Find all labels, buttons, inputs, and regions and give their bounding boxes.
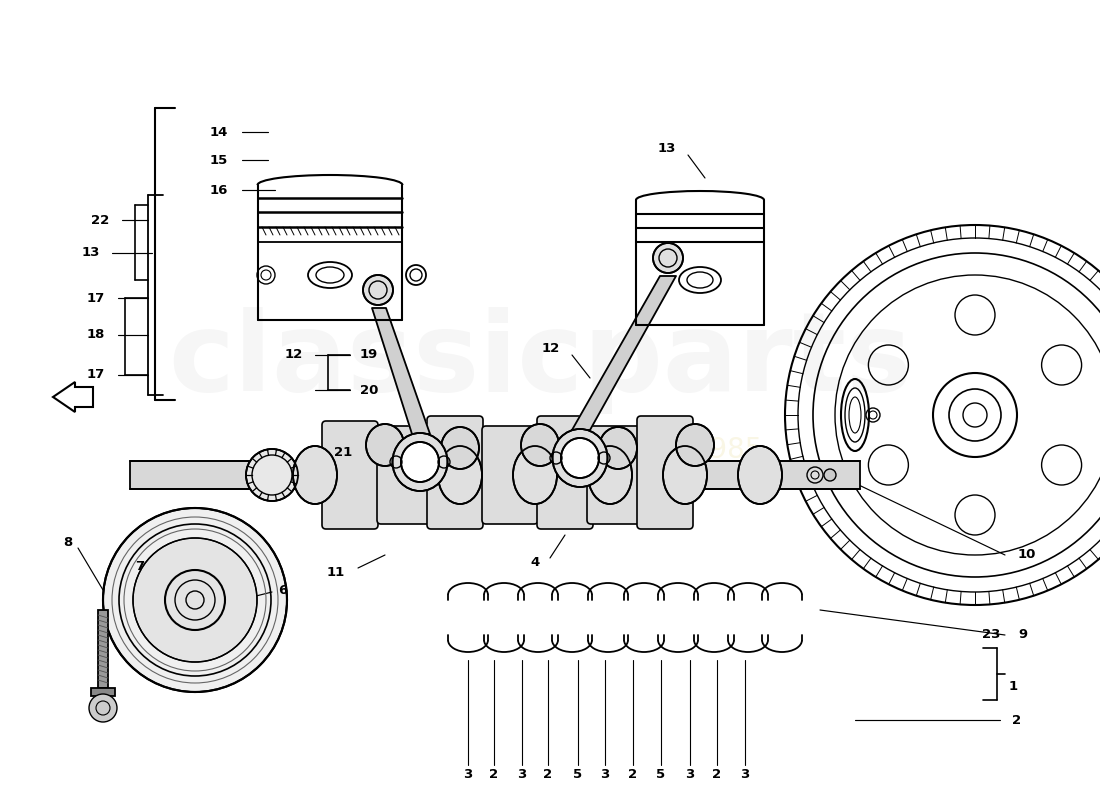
Text: 23: 23	[982, 629, 1000, 642]
FancyBboxPatch shape	[377, 426, 433, 524]
FancyBboxPatch shape	[537, 416, 593, 529]
Ellipse shape	[363, 275, 393, 305]
Text: 14: 14	[210, 126, 228, 138]
Ellipse shape	[438, 446, 482, 504]
Text: 6: 6	[278, 583, 287, 597]
Ellipse shape	[561, 438, 600, 478]
Ellipse shape	[402, 442, 439, 482]
Ellipse shape	[653, 243, 683, 273]
Text: 1: 1	[1009, 679, 1019, 693]
Ellipse shape	[521, 424, 559, 466]
Circle shape	[807, 467, 823, 483]
Text: 3: 3	[685, 769, 694, 782]
Text: 17: 17	[87, 291, 104, 305]
Text: 2: 2	[490, 769, 498, 782]
Text: 13: 13	[658, 142, 676, 154]
Text: a passion for driving since 1985: a passion for driving since 1985	[318, 436, 762, 464]
Text: 15: 15	[210, 154, 228, 166]
Text: 3: 3	[463, 769, 473, 782]
Text: 4: 4	[530, 557, 540, 570]
Bar	[91, 688, 116, 696]
Text: 22: 22	[90, 214, 109, 226]
Circle shape	[89, 694, 117, 722]
Ellipse shape	[513, 446, 557, 504]
Text: 18: 18	[87, 329, 104, 342]
Text: 5: 5	[573, 769, 583, 782]
Text: 11: 11	[327, 566, 345, 578]
Ellipse shape	[676, 424, 714, 466]
Ellipse shape	[441, 427, 478, 469]
Text: 2: 2	[1012, 714, 1021, 726]
Ellipse shape	[366, 424, 404, 466]
Circle shape	[824, 469, 836, 481]
Text: 7: 7	[135, 559, 144, 573]
Text: 3: 3	[740, 769, 749, 782]
Circle shape	[103, 508, 287, 692]
FancyArrow shape	[53, 382, 94, 412]
Ellipse shape	[588, 446, 632, 504]
Text: 9: 9	[1018, 629, 1027, 642]
Text: 2: 2	[628, 769, 638, 782]
FancyBboxPatch shape	[482, 426, 538, 524]
Bar	[98, 610, 108, 688]
FancyBboxPatch shape	[637, 416, 693, 529]
Text: 12: 12	[285, 349, 303, 362]
Polygon shape	[572, 276, 676, 430]
Ellipse shape	[738, 446, 782, 504]
Polygon shape	[372, 308, 430, 434]
Ellipse shape	[293, 446, 337, 504]
FancyBboxPatch shape	[427, 416, 483, 529]
Ellipse shape	[663, 446, 707, 504]
Text: 16: 16	[210, 183, 228, 197]
Text: 2: 2	[543, 769, 552, 782]
Text: 3: 3	[601, 769, 609, 782]
Text: 12: 12	[541, 342, 560, 354]
Circle shape	[133, 538, 257, 662]
FancyBboxPatch shape	[587, 426, 643, 524]
Bar	[130, 461, 860, 489]
Text: 19: 19	[360, 349, 378, 362]
Ellipse shape	[246, 449, 298, 501]
FancyBboxPatch shape	[322, 421, 378, 529]
Text: 2: 2	[713, 769, 722, 782]
Text: 20: 20	[360, 383, 378, 397]
Text: 10: 10	[1018, 549, 1036, 562]
Text: 17: 17	[87, 369, 104, 382]
Text: classicparts: classicparts	[168, 306, 912, 414]
Ellipse shape	[552, 429, 607, 487]
Ellipse shape	[600, 427, 637, 469]
Text: 3: 3	[517, 769, 527, 782]
Ellipse shape	[393, 433, 448, 491]
Text: 21: 21	[333, 446, 352, 459]
Text: 8: 8	[64, 535, 73, 549]
Text: 5: 5	[657, 769, 665, 782]
Text: 13: 13	[81, 246, 100, 259]
